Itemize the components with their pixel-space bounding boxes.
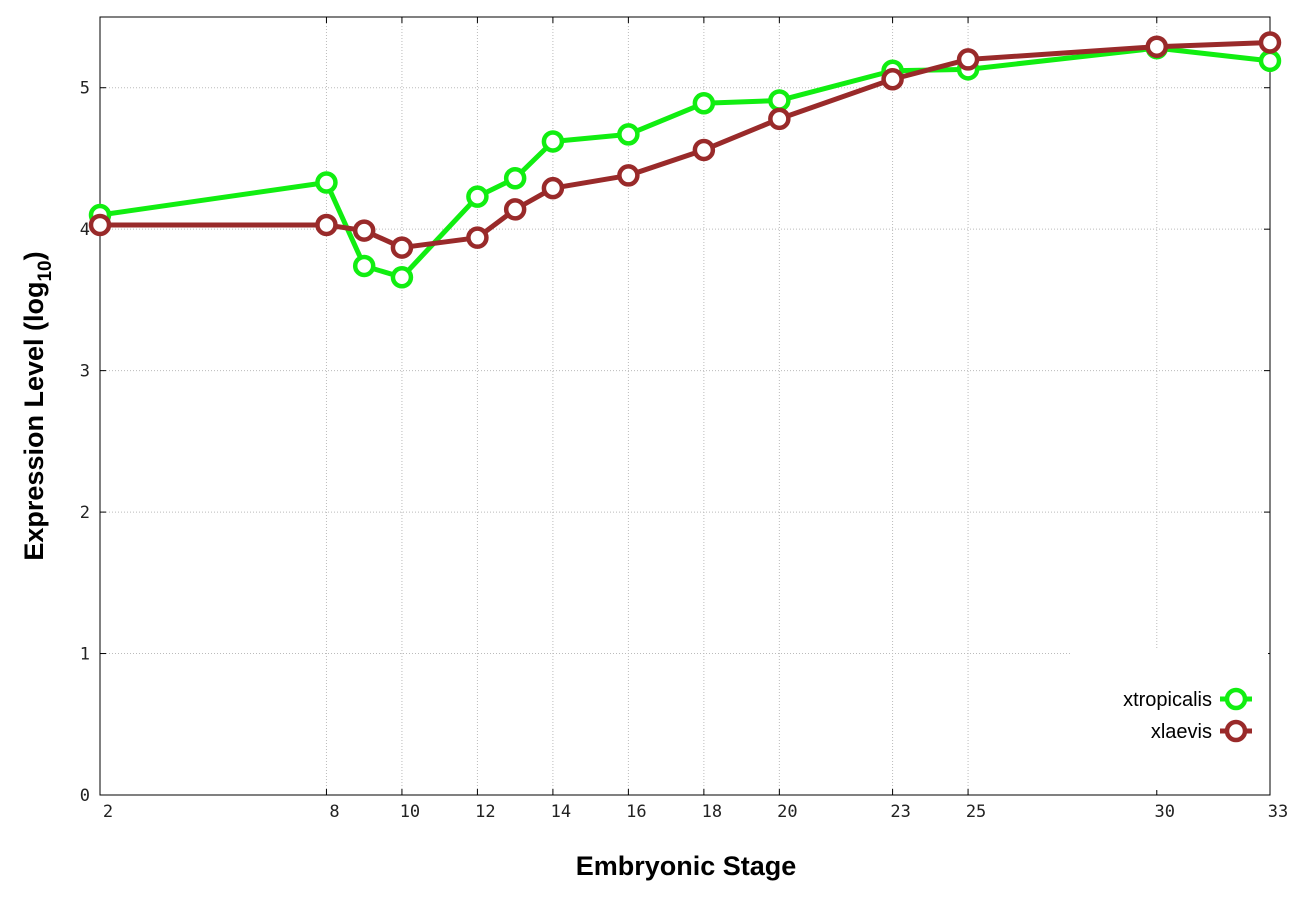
- y-tick-label: 5: [80, 79, 90, 99]
- data-point: [768, 89, 791, 112]
- data-point: [541, 176, 565, 200]
- series-xlaevis: [88, 31, 1282, 259]
- legend-background: [1072, 650, 1268, 790]
- series-line: [99, 45, 1271, 280]
- y-tick-label: 3: [80, 362, 90, 382]
- data-point: [617, 123, 640, 146]
- data-point: [466, 185, 489, 208]
- data-point: [352, 254, 376, 278]
- x-tick-label: 20: [777, 802, 797, 822]
- x-axis-label: Embryonic Stage: [576, 851, 797, 881]
- data-point: [541, 130, 565, 153]
- x-tick-label: 25: [966, 802, 986, 822]
- series-group: [88, 31, 1282, 289]
- y-axis-label-main: Expression Level (log: [19, 282, 49, 561]
- data-point: [768, 107, 791, 131]
- data-point: [390, 236, 414, 259]
- data-point: [692, 138, 716, 162]
- data-point: [881, 67, 904, 91]
- data-point: [503, 198, 527, 221]
- data-point: [88, 213, 112, 237]
- y-axis-label: Expression Level (log10): [19, 251, 56, 560]
- data-point: [466, 226, 489, 249]
- data-point: [315, 171, 338, 194]
- data-point: [956, 48, 980, 71]
- y-tick-label: 1: [80, 645, 90, 665]
- x-tick-label: 12: [475, 802, 495, 822]
- data-point: [692, 92, 716, 115]
- x-tick-label: 10: [400, 802, 420, 822]
- legend: xtropicalis xlaevis: [1072, 650, 1268, 790]
- x-tick-label: 16: [626, 802, 646, 822]
- data-point: [1258, 49, 1282, 73]
- y-tick-label: 0: [80, 786, 90, 806]
- legend-label: xlaevis: [1151, 721, 1212, 743]
- data-point: [1258, 31, 1282, 54]
- legend-label: xtropicalis: [1123, 689, 1212, 711]
- data-point: [315, 213, 338, 237]
- legend-marker: [1224, 687, 1248, 711]
- y-axis-label-end: ): [19, 251, 49, 260]
- x-tick-label: 23: [890, 802, 910, 822]
- y-tick-label: 4: [80, 220, 90, 240]
- legend-marker: [1224, 719, 1248, 743]
- x-tick-label: 33: [1268, 802, 1288, 822]
- series-xtropicalis: [88, 36, 1282, 289]
- data-point: [503, 167, 527, 190]
- x-tick-label: 8: [329, 802, 339, 822]
- y-axis-label-sub: 10: [35, 260, 56, 281]
- x-tick-label: 30: [1155, 802, 1175, 822]
- y-tick-label: 2: [80, 503, 90, 523]
- data-point: [617, 164, 640, 187]
- data-point: [1145, 35, 1169, 58]
- x-tick-label: 2: [103, 802, 113, 822]
- x-tick-label: 18: [702, 802, 722, 822]
- plot-frame: [99, 16, 1271, 796]
- data-point: [352, 219, 376, 242]
- x-tick-label: 14: [551, 802, 571, 822]
- data-point: [390, 266, 414, 289]
- series-line: [100, 39, 1271, 251]
